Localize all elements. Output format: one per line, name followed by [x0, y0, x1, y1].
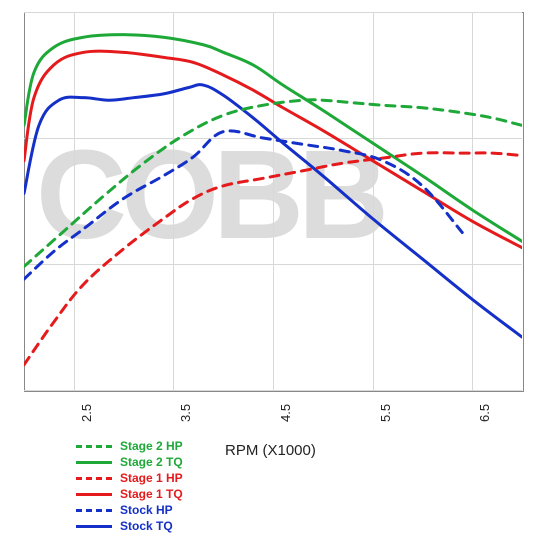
- legend-line-sample: [76, 493, 112, 496]
- series-stage1_hp: [24, 153, 522, 365]
- legend-label: Stage 2 TQ: [120, 455, 183, 469]
- x-tick-label: 2.5: [79, 404, 94, 422]
- legend-item-stage2_hp: Stage 2 HP: [76, 438, 183, 454]
- x-axis-title: RPM (X1000): [225, 442, 316, 459]
- legend-item-stock_tq: Stock TQ: [76, 518, 183, 534]
- legend-line-sample: [76, 445, 112, 448]
- legend: Stage 2 HP Stage 2 TQ Stage 1 HP Stage 1 TQ…: [76, 438, 183, 534]
- legend-label: Stage 2 HP: [120, 439, 183, 453]
- series-stock_tq: [24, 85, 522, 337]
- x-tick-label: 5.5: [378, 404, 393, 422]
- x-tick-label: 3.5: [178, 404, 193, 422]
- legend-label: Stage 1 HP: [120, 471, 183, 485]
- legend-label: Stock TQ: [120, 519, 173, 533]
- x-tick-label: 6.5: [477, 404, 492, 422]
- chart-frame: { "chart": { "type": "line", "width_px":…: [0, 0, 540, 540]
- legend-line-sample: [76, 477, 112, 480]
- legend-label: Stage 1 TQ: [120, 487, 183, 501]
- legend-line-sample: [76, 461, 112, 464]
- series-stage2_hp: [24, 100, 522, 267]
- series-stock_hp: [24, 131, 462, 279]
- legend-item-stage1_hp: Stage 1 HP: [76, 470, 183, 486]
- legend-label: Stock HP: [120, 503, 173, 517]
- legend-item-stage2_tq: Stage 2 TQ: [76, 454, 183, 470]
- legend-line-sample: [76, 525, 112, 528]
- x-tick-label: 4.5: [278, 404, 293, 422]
- legend-line-sample: [76, 509, 112, 512]
- legend-item-stock_hp: Stock HP: [76, 502, 183, 518]
- legend-item-stage1_tq: Stage 1 TQ: [76, 486, 183, 502]
- series-stage2_tq: [24, 35, 522, 242]
